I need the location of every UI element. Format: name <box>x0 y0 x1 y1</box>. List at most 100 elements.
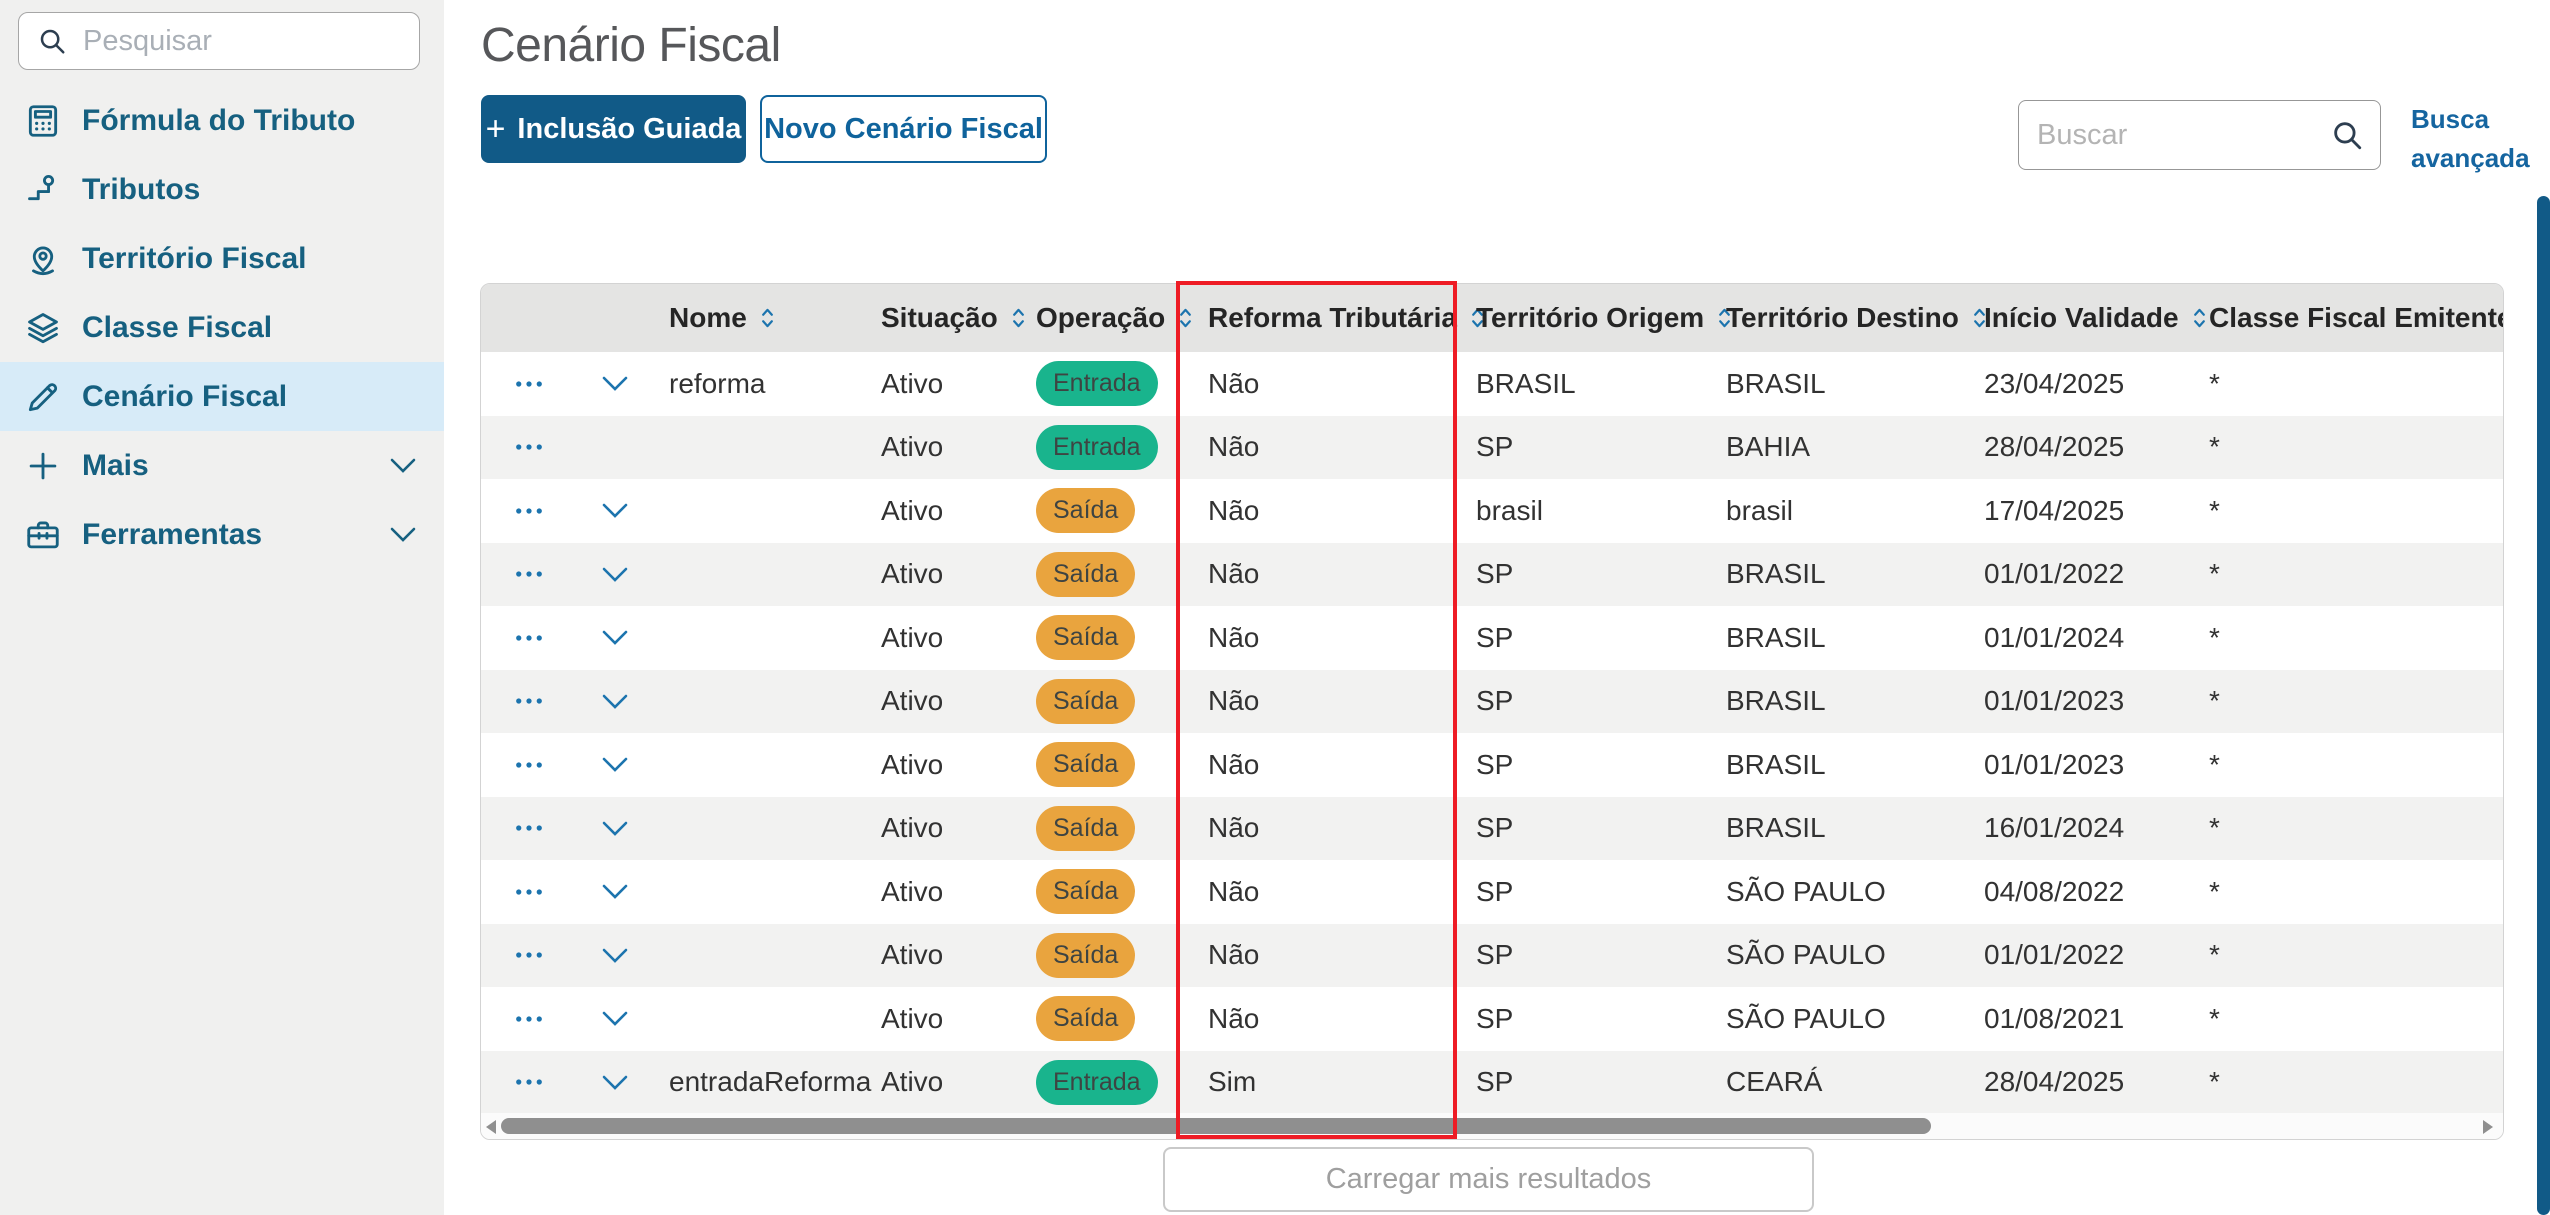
location-pin-icon <box>24 240 62 278</box>
cell-classe_fiscal_emitente: * <box>2209 367 2220 399</box>
row-expand-button[interactable] <box>598 543 663 607</box>
row-expand-button[interactable] <box>598 797 663 861</box>
cell-reforma_tributaria: Não <box>1208 621 1260 653</box>
row-expand-button[interactable] <box>598 987 663 1051</box>
column-header-situacao[interactable]: Situação <box>873 284 1033 352</box>
cell-territorio_origem: SP <box>1476 431 1514 463</box>
cell-situacao: Ativo <box>881 621 944 653</box>
row-expand-button[interactable] <box>598 670 663 734</box>
fiscal-scenario-table: Nome Situação Operação Reforma Tributária Te… <box>480 283 2504 1140</box>
cell-situacao: Ativo <box>881 1002 944 1034</box>
row-actions-button[interactable] <box>481 1051 598 1115</box>
sidebar-search-input[interactable] <box>83 24 419 58</box>
cell-situacao: Ativo <box>881 685 944 717</box>
cell-reforma_tributaria: Não <box>1208 875 1260 907</box>
column-header-territorio_origem[interactable]: Território Origem <box>1457 284 1731 352</box>
cell-operacao: Saída <box>1033 670 1177 734</box>
horizontal-scrollbar-thumb[interactable] <box>501 1118 1931 1134</box>
chevron-down-icon <box>602 884 628 900</box>
row-actions-button[interactable] <box>481 543 598 607</box>
page-title: Cenário Fiscal <box>481 19 781 72</box>
sidebar-item-tributos[interactable]: Tributos <box>0 155 444 224</box>
row-actions-button[interactable] <box>481 733 598 797</box>
row-expand-button[interactable] <box>598 1051 663 1115</box>
cell-inicio_validade: 17/04/2025 <box>1984 494 2125 526</box>
sidebar-search-box <box>18 12 420 70</box>
cell-territorio_origem: brasil <box>1476 494 1543 526</box>
plus-icon: + <box>485 110 506 148</box>
row-actions-button[interactable] <box>481 860 598 924</box>
search-icon[interactable] <box>2330 118 2364 152</box>
table-row: entradaReforma Ativo Entrada Sim SP CEARÁ 28/0… <box>481 1050 2503 1115</box>
column-label: Início Validade <box>1984 302 2179 333</box>
sidebar-item-classe-fiscal[interactable]: Classe Fiscal <box>0 293 444 362</box>
column-header-inicio_validade[interactable]: Início Validade <box>1977 284 2205 352</box>
column-header-reforma_tributaria[interactable]: Reforma Tributária <box>1177 284 1483 352</box>
cell-inicio_validade: 28/04/2025 <box>1984 431 2125 463</box>
row-expand-button[interactable] <box>598 924 663 988</box>
cell-operacao: Entrada <box>1033 1051 1177 1115</box>
row-actions-button[interactable] <box>481 352 598 416</box>
sidebar-item-ferramentas[interactable]: Ferramentas <box>0 500 444 569</box>
cell-territorio_origem: SP <box>1476 875 1514 907</box>
column-header-territorio_destino[interactable]: Território Destino <box>1719 284 1985 352</box>
cell-classe_fiscal_emitente: * <box>2209 685 2220 717</box>
cell-operacao: Saída <box>1033 479 1177 543</box>
scroll-left-arrow-icon[interactable] <box>486 1120 496 1134</box>
sidebar-item-formula-do-tributo[interactable]: Fórmula do Tributo <box>0 86 444 155</box>
cell-territorio_origem: SP <box>1476 1002 1514 1034</box>
sidebar: Fórmula do Tributo Tributos Território Fis… <box>0 0 444 1215</box>
guided-inclusion-button[interactable]: + Inclusão Guiada <box>481 95 746 163</box>
row-expand-button[interactable] <box>598 733 663 797</box>
ellipsis-icon <box>515 1015 543 1023</box>
cell-operacao: Entrada <box>1033 352 1177 416</box>
scroll-right-arrow-icon[interactable] <box>2483 1120 2493 1134</box>
cell-nome <box>663 543 873 607</box>
row-actions-button[interactable] <box>481 797 598 861</box>
cell-territorio_origem: SP <box>1476 621 1514 653</box>
row-expand-button[interactable] <box>598 352 663 416</box>
row-actions-button[interactable] <box>481 479 598 543</box>
cell-nome <box>663 860 873 924</box>
table-search-input[interactable] <box>2037 118 2330 152</box>
ellipsis-icon <box>515 824 543 832</box>
new-fiscal-scenario-button[interactable]: Novo Cenário Fiscal <box>760 95 1047 163</box>
sidebar-item-label: Território Fiscal <box>82 241 307 275</box>
row-actions-button[interactable] <box>481 416 598 480</box>
cell-nome <box>663 670 873 734</box>
sidebar-item-territorio-fiscal[interactable]: Território Fiscal <box>0 224 444 293</box>
column-header-operacao[interactable]: Operação <box>1033 284 1192 352</box>
row-expand-button[interactable] <box>598 606 663 670</box>
sidebar-item-cenario-fiscal[interactable]: Cenário Fiscal <box>0 362 444 431</box>
ellipsis-icon <box>515 761 543 769</box>
ellipsis-icon <box>515 634 543 642</box>
advanced-search-link[interactable]: Busca avançada <box>2411 100 2530 178</box>
row-actions-button[interactable] <box>481 924 598 988</box>
operation-badge: Saída <box>1036 678 1136 724</box>
cell-situacao: Ativo <box>881 558 944 590</box>
chevron-down-icon <box>602 694 628 709</box>
cell-nome <box>663 797 873 861</box>
pin-flag-icon <box>24 171 62 209</box>
cell-territorio_destino: SÃO PAULO <box>1726 875 1886 907</box>
guided-inclusion-label: Inclusão Guiada <box>517 112 742 145</box>
cell-inicio_validade: 04/08/2022 <box>1984 875 2125 907</box>
row-actions-button[interactable] <box>481 670 598 734</box>
row-expand-button[interactable] <box>598 479 663 543</box>
cell-reforma_tributaria: Não <box>1208 939 1260 971</box>
cell-reforma_tributaria: Não <box>1208 558 1260 590</box>
cell-nome <box>663 733 873 797</box>
column-header-actions <box>481 284 598 352</box>
cell-situacao: Ativo <box>881 1066 944 1098</box>
operation-badge: Saída <box>1036 805 1136 851</box>
table-search-box <box>2018 100 2381 170</box>
sidebar-item-mais[interactable]: Mais <box>0 431 444 500</box>
cell-inicio_validade: 01/01/2023 <box>1984 685 2125 717</box>
column-header-nome[interactable]: Nome <box>663 284 873 352</box>
row-actions-button[interactable] <box>481 606 598 670</box>
row-expand-button[interactable] <box>598 860 663 924</box>
load-more-button[interactable]: Carregar mais resultados <box>1163 1147 1814 1212</box>
vertical-scrollbar-thumb[interactable] <box>2537 196 2550 1215</box>
row-actions-button[interactable] <box>481 987 598 1051</box>
column-header-classe_fiscal_emitente[interactable]: Classe Fiscal Emitente <box>2197 284 2503 352</box>
